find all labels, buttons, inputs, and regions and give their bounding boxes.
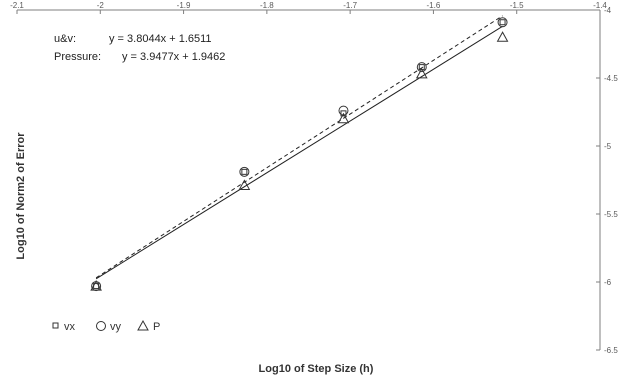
point-vx xyxy=(499,19,506,26)
point-vx xyxy=(340,110,347,117)
legend-p-label: P xyxy=(153,321,160,333)
y-axis-title: Log10 of Norm2 of Error xyxy=(15,132,27,260)
legend-vx-marker xyxy=(52,322,59,329)
axes: -2.1 -2 -1.9 -1.8 -1.7 -1.6 -1.5 -1.4 -4-4.5-5-… xyxy=(10,1,618,355)
trendlines xyxy=(95,15,503,280)
trendline-uv-label: u&v: xyxy=(54,33,76,45)
point-vy xyxy=(416,62,427,73)
point-p xyxy=(90,280,102,291)
trendline-pressure-label: Pressure: xyxy=(54,51,101,63)
legend-vy-marker xyxy=(96,321,106,331)
equation-annotations: u&v: y = 3.8044x + 1.6511 Pressure: y = … xyxy=(54,33,225,63)
trendline-uv xyxy=(95,25,503,280)
legend-vy-label: vy xyxy=(110,321,122,333)
y-tick-label: -5.5 xyxy=(604,210,618,219)
x-tick-label: -1.7 xyxy=(343,1,357,10)
y-tick-label: -5 xyxy=(604,142,612,151)
x-tick-label: -1.5 xyxy=(510,1,524,10)
point-p xyxy=(415,67,428,79)
x-tick-label: -1.6 xyxy=(427,1,441,10)
point-vx xyxy=(241,168,248,175)
y-ticks: -4 -4.5 -5 -5.5 -6 -6.5 xyxy=(596,6,618,355)
legend: vx vy P xyxy=(52,319,160,333)
x-axis-title: Log10 of Step Size (h) xyxy=(259,363,374,375)
point-p xyxy=(337,112,350,124)
point-p xyxy=(496,31,509,42)
trendline-uv-equation: y = 3.8044x + 1.6511 xyxy=(109,33,212,45)
point-vy xyxy=(338,105,349,116)
trendline-pressure xyxy=(95,15,503,279)
x-tick-label: -1.4 xyxy=(593,1,607,10)
x-tick-label: -2 xyxy=(97,1,105,10)
point-p xyxy=(238,179,251,190)
trendline-pressure-equation: y = 3.9477x + 1.9462 xyxy=(122,51,225,63)
y-tick-label: -4.5 xyxy=(604,74,618,83)
y-tick-label: -6 xyxy=(604,278,612,287)
point-vy xyxy=(239,166,250,177)
x-ticks: -2.1 -2 -1.9 -1.8 -1.7 -1.6 -1.5 -1.4 xyxy=(10,1,607,14)
x-tick-label: -2.1 xyxy=(10,1,24,10)
legend-p-marker xyxy=(137,319,149,331)
x-tick-label: -1.9 xyxy=(177,1,191,10)
legend-vx-label: vx xyxy=(64,321,76,333)
x-tick-label: -1.8 xyxy=(260,1,274,10)
y-tick-label: -6.5 xyxy=(604,346,618,355)
data-markers xyxy=(90,17,509,292)
y-tick-label: -4 xyxy=(604,6,612,15)
point-vy xyxy=(497,17,508,28)
